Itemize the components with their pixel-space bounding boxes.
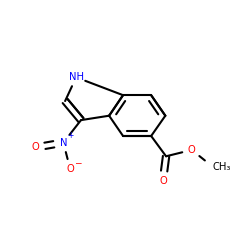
Text: O: O — [66, 164, 74, 173]
Text: O: O — [159, 176, 167, 186]
Text: CH₃: CH₃ — [212, 162, 231, 172]
Text: +: + — [67, 131, 74, 140]
Text: O: O — [188, 145, 196, 155]
Text: O: O — [32, 142, 39, 152]
Text: NH: NH — [68, 72, 84, 82]
Text: −: − — [74, 158, 82, 168]
Text: N: N — [60, 138, 67, 147]
